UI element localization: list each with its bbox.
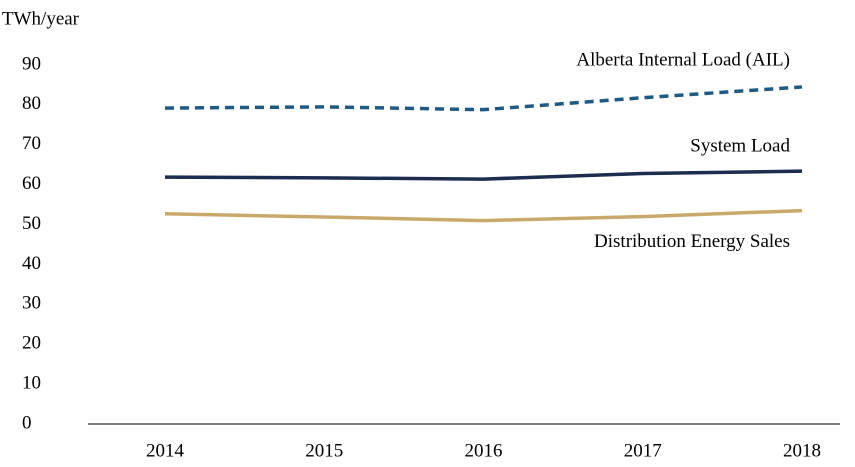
series-label: System Load [690,135,790,156]
series-line [164,208,803,223]
y-axis-label: TWh/year [2,8,80,29]
y-tick-label: 10 [22,372,41,393]
x-tick-label: 2015 [305,440,343,461]
y-tick-label: 50 [22,213,41,234]
x-tick-label: 2014 [146,440,185,461]
y-tick-label: 40 [22,253,41,274]
y-tick-label: 20 [22,333,41,354]
y-tick-label: 90 [22,53,41,74]
series-label: Distribution Energy Sales [594,231,790,252]
series-line [164,85,803,112]
x-tick-label: 2017 [624,440,662,461]
x-tick-label: 2016 [465,440,503,461]
x-tick-label: 2018 [783,440,821,461]
series-line [164,169,803,181]
y-tick-label: 60 [22,173,41,194]
y-tick-label: 0 [22,412,32,433]
y-tick-label: 70 [22,133,41,154]
series-label: Alberta Internal Load (AIL) [576,49,790,70]
y-tick-label: 80 [22,93,41,114]
y-tick-label: 30 [22,293,41,314]
